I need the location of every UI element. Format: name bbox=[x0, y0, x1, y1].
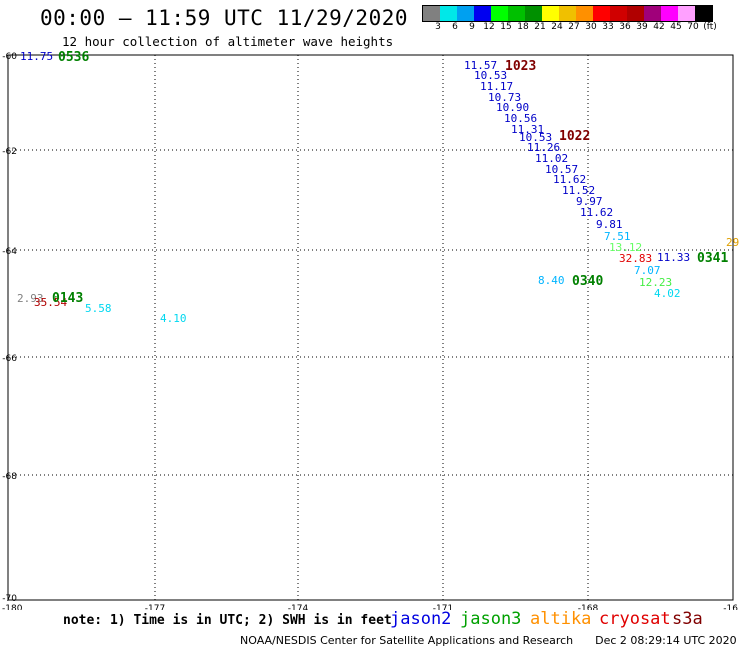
colorbar-tick-label: 18 bbox=[517, 22, 529, 32]
colorbar-tick-label: 12 bbox=[483, 22, 495, 32]
credit-timestamp: Dec 2 08:29:14 UTC 2020 bbox=[595, 634, 737, 647]
legend-item-jason2: jason2 bbox=[390, 609, 452, 629]
wave-height-observation: 9.81 bbox=[596, 218, 623, 231]
wave-height-observation: 0143 bbox=[52, 291, 83, 306]
longitude-label: -174 bbox=[288, 604, 309, 610]
colorbar-tick-label: 6 bbox=[452, 22, 458, 32]
longitude-label: -168 bbox=[578, 604, 599, 610]
legend-item-altika: altika bbox=[530, 609, 592, 629]
colorbar-swatch bbox=[661, 6, 678, 21]
latitude-label: -64 bbox=[2, 247, 17, 257]
wave-height-observation: 10.90 bbox=[496, 101, 529, 114]
wave-height-observation: 11.62 bbox=[553, 173, 586, 186]
page-subtitle: 12 hour collection of altimeter wave hei… bbox=[62, 34, 394, 49]
wave-height-observation: 13.12 bbox=[609, 241, 642, 254]
colorbar-tick-label: 30 bbox=[585, 22, 597, 32]
wave-height-observation: 10.53 bbox=[519, 131, 552, 144]
colorbar-swatch bbox=[576, 6, 593, 21]
colorbar-swatch bbox=[559, 6, 576, 21]
wave-height-observation: 11.33 bbox=[657, 251, 690, 264]
wave-height-observation: 11.02 bbox=[535, 152, 568, 165]
wave-height-observation: 1022 bbox=[559, 129, 590, 144]
wave-height-observation: 5.58 bbox=[85, 302, 112, 315]
colorbar-swatch bbox=[678, 6, 695, 21]
wave-height-observation: 0340 bbox=[572, 274, 603, 289]
legend-item-jason3: jason3 bbox=[460, 609, 522, 629]
colorbar-swatch bbox=[508, 6, 525, 21]
wave-height-observation: 11.75 bbox=[20, 50, 53, 63]
colorbar-tick-label: 15 bbox=[500, 22, 512, 32]
colorbar-swatch bbox=[474, 6, 491, 21]
latitude-label: -62 bbox=[2, 147, 17, 157]
wave-height-observation: 10.53 bbox=[474, 69, 507, 82]
colorbar-tick-label: 9 bbox=[469, 22, 475, 32]
longitude-label: -177 bbox=[145, 604, 165, 610]
wave-height-observation: 10.56 bbox=[504, 112, 537, 125]
footer-note: note: 1) Time is in UTC; 2) SWH is in fe… bbox=[63, 613, 392, 628]
credit-line: NOAA/NESDIS Center for Satellite Applica… bbox=[240, 634, 737, 647]
colorbar-swatch bbox=[491, 6, 508, 21]
wave-height-observation: 4.10 bbox=[160, 312, 187, 325]
wave-height-observation: 10.57 bbox=[545, 163, 578, 176]
colorbar-swatch bbox=[627, 6, 644, 21]
wave-height-observation: 7.07 bbox=[634, 264, 661, 277]
legend-item-cryosat: cryosat bbox=[599, 609, 671, 629]
colorbar-tick-label: 45 bbox=[670, 22, 682, 32]
wave-height-observation: 32.83 bbox=[619, 252, 652, 265]
wave-height-map: -60 -62 -64 -66 -68 -70-180 -177 -174 -171 -168 -1… bbox=[2, 50, 739, 610]
colorbar-tick-label: 39 bbox=[636, 22, 648, 32]
wave-height-observation: 9.97 bbox=[576, 195, 603, 208]
wave-height-observation: 0341 bbox=[697, 251, 728, 266]
wave-height-observation: 11.17 bbox=[480, 80, 513, 93]
wave-height-observation: 11.26 bbox=[527, 141, 560, 154]
wave-height-observation: 8.40 bbox=[538, 274, 565, 287]
colorbar-swatch bbox=[440, 6, 457, 21]
wave-height-observation: 29 bbox=[726, 236, 739, 249]
colorbar-swatch bbox=[542, 6, 559, 21]
legend-item-s3a: s3a bbox=[672, 609, 703, 629]
wave-height-observation: 11.52 bbox=[562, 184, 595, 197]
wave-height-observation: 11.57 bbox=[464, 59, 497, 72]
latitude-label: -60 bbox=[2, 52, 17, 62]
wave-height-observation: 12.23 bbox=[639, 276, 672, 289]
wave-height-observation: 1023 bbox=[505, 59, 536, 74]
colorbar-swatch bbox=[610, 6, 627, 21]
wave-height-observation: 0536 bbox=[58, 50, 89, 65]
latitude-label: -68 bbox=[2, 472, 17, 482]
latitude-label: -70 bbox=[2, 594, 17, 604]
wave-height-observation: 11.31 bbox=[511, 123, 544, 136]
wave-height-observation: 7.51 bbox=[604, 230, 631, 243]
colorbar-tick-label: 27 bbox=[568, 22, 580, 32]
longitude-label: -180 bbox=[2, 604, 23, 610]
colorbar-tick-label: 36 bbox=[619, 22, 631, 32]
longitude-label: -16 bbox=[723, 604, 738, 610]
wave-height-observation: 10.73 bbox=[488, 91, 521, 104]
colorbar-swatch bbox=[695, 6, 712, 21]
colorbar-swatch bbox=[423, 6, 440, 21]
colorbar-swatch bbox=[525, 6, 542, 21]
wave-height-observation: 4.02 bbox=[654, 287, 681, 300]
wave-height-observation: 35.54 bbox=[34, 296, 67, 309]
colorbar-tick-label: 33 bbox=[602, 22, 614, 32]
latitude-label: -66 bbox=[2, 354, 17, 364]
colorbar-swatch bbox=[457, 6, 474, 21]
colorbar-tick-label: 3 bbox=[435, 22, 441, 32]
colorbar-legend bbox=[422, 5, 713, 22]
wave-height-observation: 2.93 bbox=[17, 292, 44, 305]
colorbar-tick-label: 42 bbox=[653, 22, 665, 32]
colorbar-tick-label: (ft) bbox=[703, 22, 717, 32]
colorbar-swatch bbox=[644, 6, 661, 21]
colorbar-tick-label: 24 bbox=[551, 22, 563, 32]
colorbar-tick-label: 70 bbox=[687, 22, 699, 32]
longitude-label: -171 bbox=[433, 604, 453, 610]
page-title: 00:00 – 11:59 UTC 11/29/2020 bbox=[40, 6, 409, 30]
credit-text: NOAA/NESDIS Center for Satellite Applica… bbox=[240, 634, 574, 647]
wave-height-observation: 11.62 bbox=[580, 206, 613, 219]
colorbar-swatch bbox=[593, 6, 610, 21]
map-frame bbox=[7, 54, 734, 601]
colorbar-tick-label: 21 bbox=[534, 22, 546, 32]
